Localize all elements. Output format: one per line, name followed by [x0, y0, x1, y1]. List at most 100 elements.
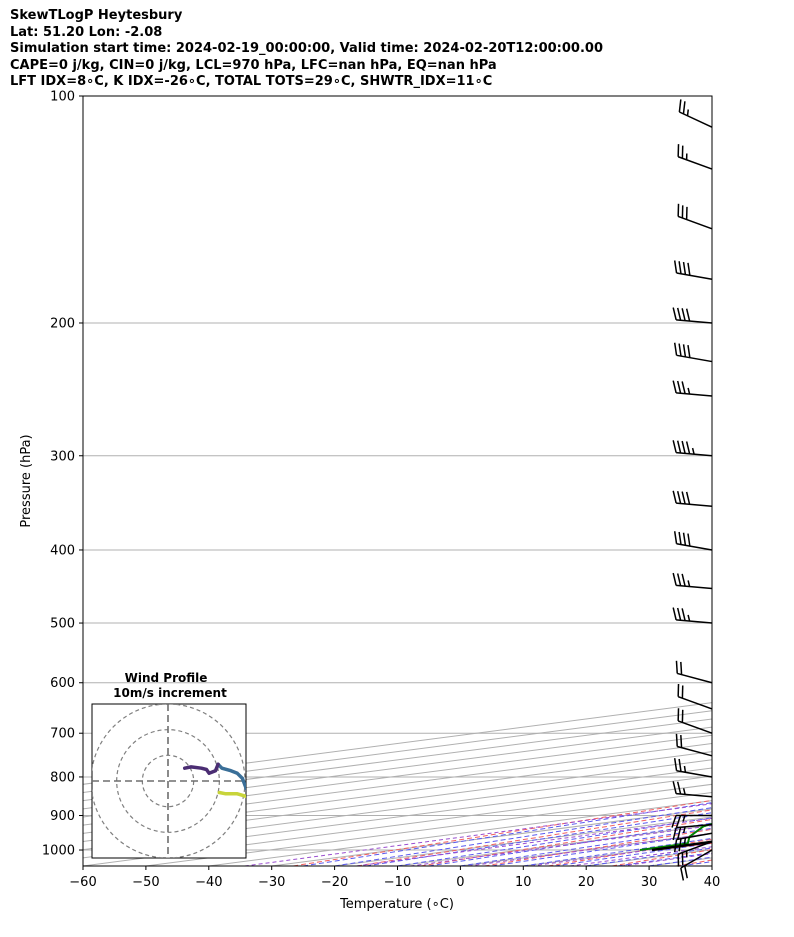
wind-barb-feather — [673, 342, 678, 356]
wind-barb-shaft — [676, 832, 713, 841]
wind-barb-shaft — [677, 745, 713, 757]
x-tick-label: 0 — [456, 875, 464, 890]
wind-barb-feather — [676, 440, 682, 454]
wind-barb-feather — [676, 573, 682, 586]
wind-barb-feather — [687, 580, 691, 587]
wind-barb — [675, 733, 713, 757]
wind-barb-shaft — [676, 319, 713, 324]
wind-barb-feather — [676, 827, 682, 840]
wind-barb-feather — [676, 380, 682, 394]
wind-barb — [672, 607, 713, 624]
wind-barb-feather — [672, 307, 677, 321]
wind-barb-shaft — [677, 215, 713, 230]
wind-barb-shaft — [677, 156, 713, 170]
wind-barb-feather — [675, 660, 678, 674]
wind-barb-feather — [682, 815, 686, 822]
x-tick-label: −20 — [321, 875, 348, 890]
wind-barb-feather — [672, 380, 677, 394]
wind-barb-feather — [676, 607, 682, 621]
y-axis-ticks: 1000 900 800 700 600 500 400 300 200 100 — [42, 90, 83, 859]
y-axis-label: Pressure (hPa) — [19, 434, 34, 527]
y-tick-label: 700 — [50, 727, 75, 742]
wind-barb — [672, 572, 713, 590]
wind-barb-shaft — [680, 849, 713, 869]
wind-barb — [671, 814, 712, 828]
y-tick-label: 200 — [50, 316, 75, 331]
hodograph-subtitle: 10m/s increment — [113, 686, 227, 700]
title-station: SkewTLogP Heytesbury — [10, 8, 183, 23]
wind-barb-feather — [672, 827, 677, 841]
y-tick-label: 1000 — [42, 844, 75, 859]
wind-barb-feather — [678, 758, 682, 772]
y-tick-label: 600 — [50, 676, 75, 691]
isotherm-line — [83, 734, 712, 818]
hodograph-title: Wind Profile — [125, 671, 208, 685]
wind-barb — [677, 708, 713, 734]
wind-barb — [672, 781, 713, 798]
hodograph-trace — [216, 762, 246, 791]
wind-barb-feather — [682, 261, 687, 275]
x-tick-label: −50 — [132, 875, 159, 890]
wind-barb-feather — [682, 788, 686, 795]
wind-barb-feather — [683, 765, 687, 773]
chart-title-block: SkewTLogP Heytesbury Lat: 51.20 Lon: -2.… — [10, 8, 603, 91]
wind-barb-feather — [675, 815, 682, 828]
wind-barb — [673, 832, 713, 853]
wind-barb-feather — [675, 733, 678, 747]
wind-barb-feather — [682, 826, 686, 834]
wind-barb-feather — [687, 345, 691, 358]
wind-barb-shaft — [676, 584, 713, 590]
x-tick-label: 30 — [641, 875, 658, 890]
hodograph-trace — [182, 762, 220, 776]
x-axis-ticks: −60 −50 −40 −30 −20 −10 0 10 20 30 40 — [69, 866, 720, 890]
wind-barb-feather — [672, 440, 677, 453]
x-tick-label: −10 — [384, 875, 411, 890]
wind-barb-feather — [682, 344, 687, 357]
wind-barb-feather — [680, 661, 683, 675]
title-coordinates: Lat: 51.20 Lon: -2.08 — [10, 24, 163, 40]
wind-barb-feather — [685, 441, 691, 454]
wind-barb-feather — [680, 867, 685, 881]
dry-adiabat-line — [740, 96, 794, 866]
mixing-ratio-line — [468, 832, 712, 866]
wind-barb — [675, 660, 713, 684]
wind-barb-feather — [673, 839, 678, 853]
isotherm-line — [83, 718, 712, 802]
y-tick-label: 300 — [50, 449, 75, 464]
wind-barb-feather — [673, 758, 678, 771]
y-tick-label: 100 — [50, 90, 75, 105]
wind-barb-feather — [672, 572, 677, 586]
wind-barb-feather — [683, 837, 687, 845]
wind-barb-shaft — [676, 502, 713, 507]
wind-barb-shaft — [676, 354, 713, 363]
wind-barb — [677, 841, 713, 867]
wind-barb — [673, 758, 713, 778]
wind-barb-feather — [678, 838, 682, 852]
title-other-indices: LFT IDX=8∘C, K IDX=-26∘C, TOTAL TOTS=29∘… — [10, 74, 493, 89]
wind-barb-shaft — [679, 111, 713, 128]
isotherm-line — [83, 710, 712, 793]
wind-barb-shaft — [676, 769, 713, 778]
y-tick-label: 500 — [50, 617, 75, 632]
wind-barb — [677, 683, 713, 710]
wind-barb-feather — [686, 109, 689, 116]
wind-barb-feather — [682, 101, 686, 114]
wind-barb — [678, 99, 713, 128]
x-tick-label: 20 — [578, 875, 595, 890]
hodograph-trace — [217, 790, 246, 799]
wind-barb-feather — [687, 387, 691, 395]
wind-barb-feather — [678, 261, 682, 274]
wind-barb-feather — [687, 262, 691, 276]
x-tick-label: 40 — [704, 875, 721, 890]
isotherm-line — [711, 865, 712, 866]
wind-barb-feather — [681, 608, 686, 621]
wind-barb — [677, 203, 713, 230]
wind-barb-shaft — [676, 792, 713, 798]
wind-barb-feather — [671, 815, 677, 828]
wind-barb — [672, 307, 713, 324]
wind-barb-feather — [672, 490, 677, 504]
wind-barb-feather — [685, 308, 691, 322]
wind-barb-feather — [676, 781, 682, 795]
title-times: Simulation start time: 2024-02-19_00:00:… — [10, 41, 603, 56]
